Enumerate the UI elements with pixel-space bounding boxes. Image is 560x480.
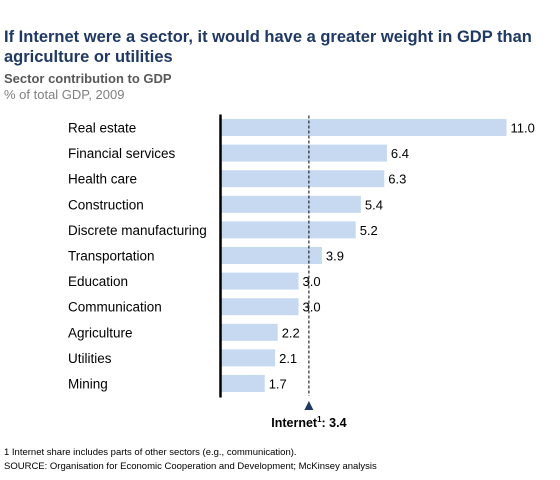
bar — [220, 195, 361, 213]
category-label: Financial services — [68, 146, 176, 161]
value-label: 5.2 — [360, 223, 378, 238]
bar — [220, 298, 299, 316]
bar — [220, 221, 356, 239]
category-label: Transportation — [68, 249, 155, 264]
value-label: 6.3 — [388, 172, 406, 187]
bar — [220, 170, 385, 188]
footnote: 1 Internet share includes parts of other… — [4, 447, 297, 458]
value-label: 5.4 — [365, 197, 383, 212]
category-label: Health care — [68, 172, 137, 187]
chart-unit-label: % of total GDP, 2009 — [4, 87, 125, 102]
category-label: Real estate — [68, 121, 136, 136]
bar — [220, 119, 507, 136]
value-label: 3.9 — [326, 249, 344, 264]
category-label: Education — [68, 274, 128, 289]
value-label: 2.2 — [282, 325, 300, 340]
reference-marker — [304, 401, 314, 410]
value-label: 3.0 — [303, 300, 321, 315]
value-label: 1.7 — [269, 377, 287, 392]
category-label: Discrete manufacturing — [68, 223, 207, 238]
chart-subtitle: Sector contribution to GDP — [4, 71, 172, 86]
category-label: Agriculture — [68, 325, 133, 340]
bar — [220, 247, 322, 264]
bar — [220, 272, 299, 290]
category-label: Mining — [68, 377, 108, 392]
category-label: Communication — [68, 300, 162, 315]
value-label: 2.1 — [279, 351, 297, 366]
value-label: 3.0 — [303, 274, 321, 289]
source-note: SOURCE: Organisation for Economic Cooper… — [4, 461, 377, 472]
bar — [220, 323, 278, 341]
value-label: 6.4 — [391, 146, 409, 161]
value-label: 11.0 — [511, 121, 535, 136]
bar — [220, 144, 387, 162]
bar — [220, 375, 265, 392]
chart-title: If Internet were a sector, it would have… — [4, 28, 532, 66]
reference-label: Internet1: 3.4 — [271, 415, 346, 430]
category-label: Construction — [68, 197, 144, 212]
bar-chart: Real estate 11.0 Financial services 6.4 Heal… — [68, 114, 535, 430]
bar — [220, 349, 276, 367]
category-label: Utilities — [68, 351, 112, 366]
